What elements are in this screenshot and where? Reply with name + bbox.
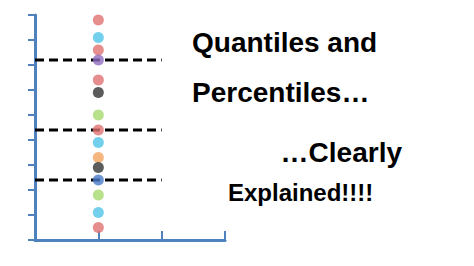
svg-text:…Clearly: …Clearly — [281, 137, 403, 168]
svg-text:Percentiles…: Percentiles… — [192, 77, 369, 108]
svg-text:Quantiles and: Quantiles and — [192, 27, 377, 58]
svg-text:Explained!!!!: Explained!!!! — [228, 179, 373, 206]
